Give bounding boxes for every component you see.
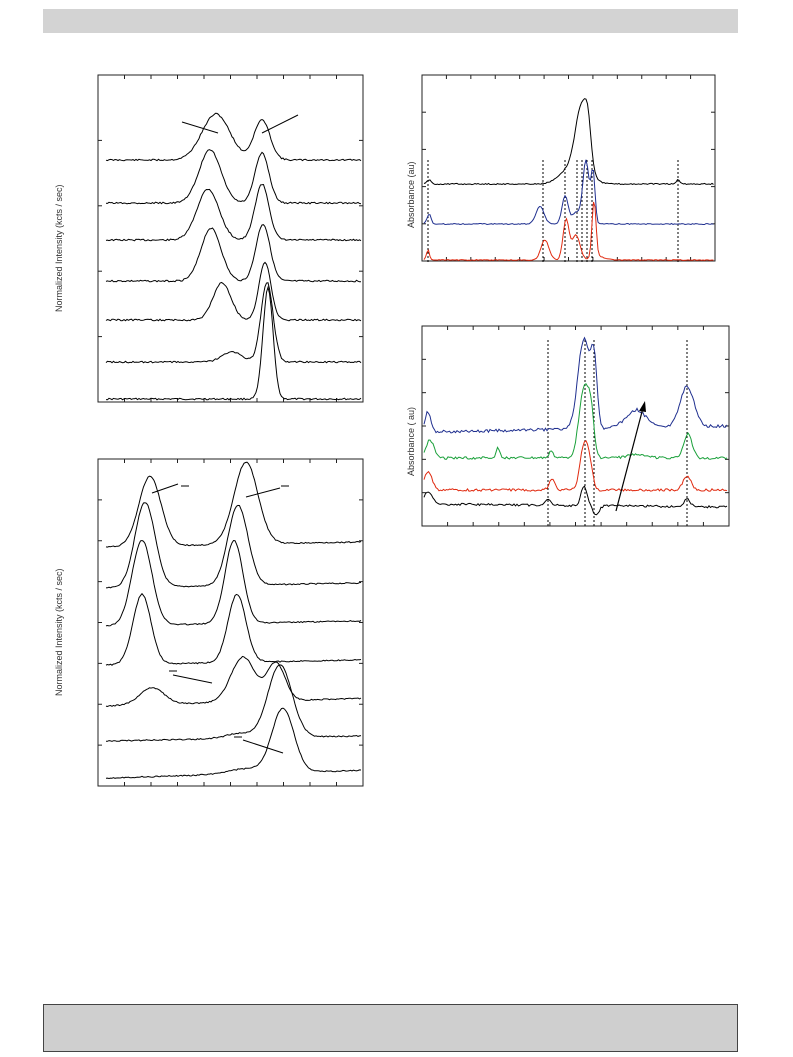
plot-c	[421, 74, 716, 262]
plot-b-curve-4	[105, 592, 362, 666]
plot-b-curve-6	[105, 664, 362, 742]
plot-a-curve-2	[105, 149, 362, 205]
plot-b-curves	[105, 461, 362, 780]
plot-a-curves	[105, 112, 362, 401]
plot-b-ticks	[97, 458, 364, 787]
plot-a-curve-5	[105, 261, 362, 322]
plot-d-arrow-shaft	[615, 407, 644, 512]
plot-d-curve-green	[423, 383, 728, 460]
plot-d-curves	[423, 336, 728, 516]
plot-a-curve-6	[105, 282, 362, 364]
plot-c-curve-red	[423, 201, 714, 261]
plot-a-annotation-2	[261, 114, 299, 134]
plot-a-annotation-1	[181, 121, 219, 134]
plot-c-curves	[423, 98, 714, 261]
plot-b	[97, 458, 364, 787]
footer-caption-box	[43, 1004, 738, 1052]
plot-b-curve-1	[105, 461, 362, 548]
plot-b-annotation-1	[151, 483, 179, 494]
plot-a-curve-1	[105, 112, 362, 162]
plot-c-frame	[421, 74, 716, 262]
plot-b-annotation-4	[242, 739, 284, 754]
plot-d-curve-black	[423, 485, 728, 516]
plot-d-frame	[421, 325, 730, 527]
plot-d-curve-red	[423, 440, 728, 492]
plot-b-annotation-2	[245, 487, 281, 498]
plot-c-curve-black	[423, 98, 714, 186]
plot-d-reference-lines	[547, 340, 688, 527]
plot-d-arrow-head	[639, 401, 646, 412]
plot-d-curve-blue	[423, 336, 728, 434]
plot-b-curve-5	[105, 655, 362, 708]
plot-b-curve-7	[105, 707, 362, 780]
plot-a-frame	[97, 74, 364, 403]
plot-a-curve-7	[105, 285, 362, 401]
plot-b-curve-3	[105, 539, 362, 627]
plot-d	[421, 325, 730, 527]
plot-c-curve-blue	[423, 159, 714, 226]
plot-b-annotation-3	[172, 674, 213, 684]
plot-a-ticks	[97, 74, 364, 403]
plot-b-curve-2	[105, 502, 362, 589]
plot-a-curve-3	[105, 183, 362, 242]
header-bar	[43, 9, 738, 33]
plot-c-ticks	[421, 74, 716, 262]
plot-a-curve-4	[105, 224, 361, 283]
plot-d-ticks	[421, 325, 730, 527]
plot-a	[97, 74, 364, 403]
plot-c-reference-lines	[427, 160, 679, 262]
